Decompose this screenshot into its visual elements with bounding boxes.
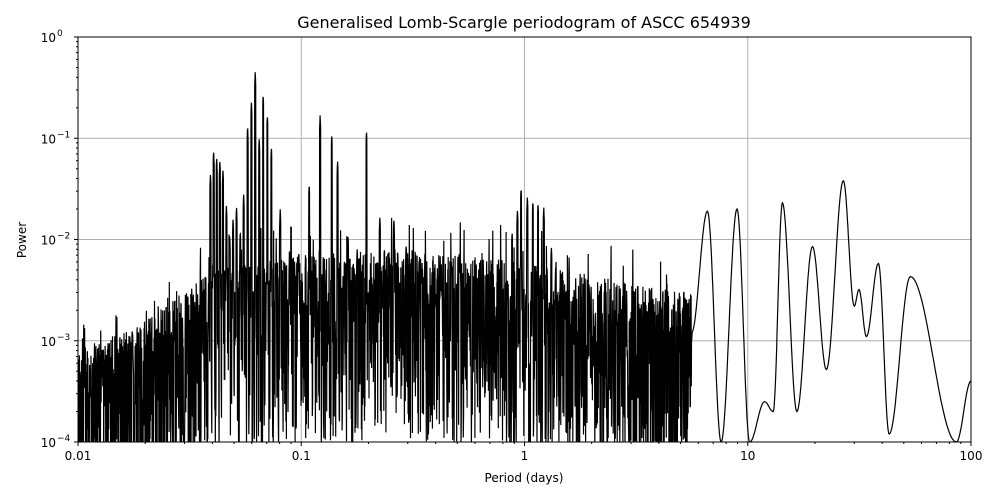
x-tick-label: 0.01 xyxy=(65,449,92,463)
chart-title: Generalised Lomb-Scargle periodogram of … xyxy=(297,13,751,32)
plot-area xyxy=(78,72,971,442)
x-axis-label: Period (days) xyxy=(485,471,564,485)
x-tick-label: 100 xyxy=(960,449,983,463)
y-tick-label: 10 xyxy=(41,132,56,146)
x-tick-label: 1 xyxy=(521,449,529,463)
y-tick-label: 10 xyxy=(41,335,56,349)
y-tick-label: 10 xyxy=(41,234,56,248)
x-tick-label: 10 xyxy=(740,449,755,463)
y-tick-exponent: −2 xyxy=(57,232,70,242)
x-axis: 0.01 0.1 1 10 100 xyxy=(65,442,983,463)
x-tick-label: 0.1 xyxy=(292,449,311,463)
y-tick-exponent: −4 xyxy=(57,434,71,444)
y-axis-label: Power xyxy=(15,222,29,258)
periodogram-series xyxy=(78,72,971,442)
y-tick-exponent: 0 xyxy=(57,29,63,39)
y-tick-exponent: −1 xyxy=(57,130,70,140)
y-tick-label: 10 xyxy=(41,31,56,45)
y-tick-exponent: −3 xyxy=(57,333,70,343)
y-tick-label: 10 xyxy=(41,436,56,450)
